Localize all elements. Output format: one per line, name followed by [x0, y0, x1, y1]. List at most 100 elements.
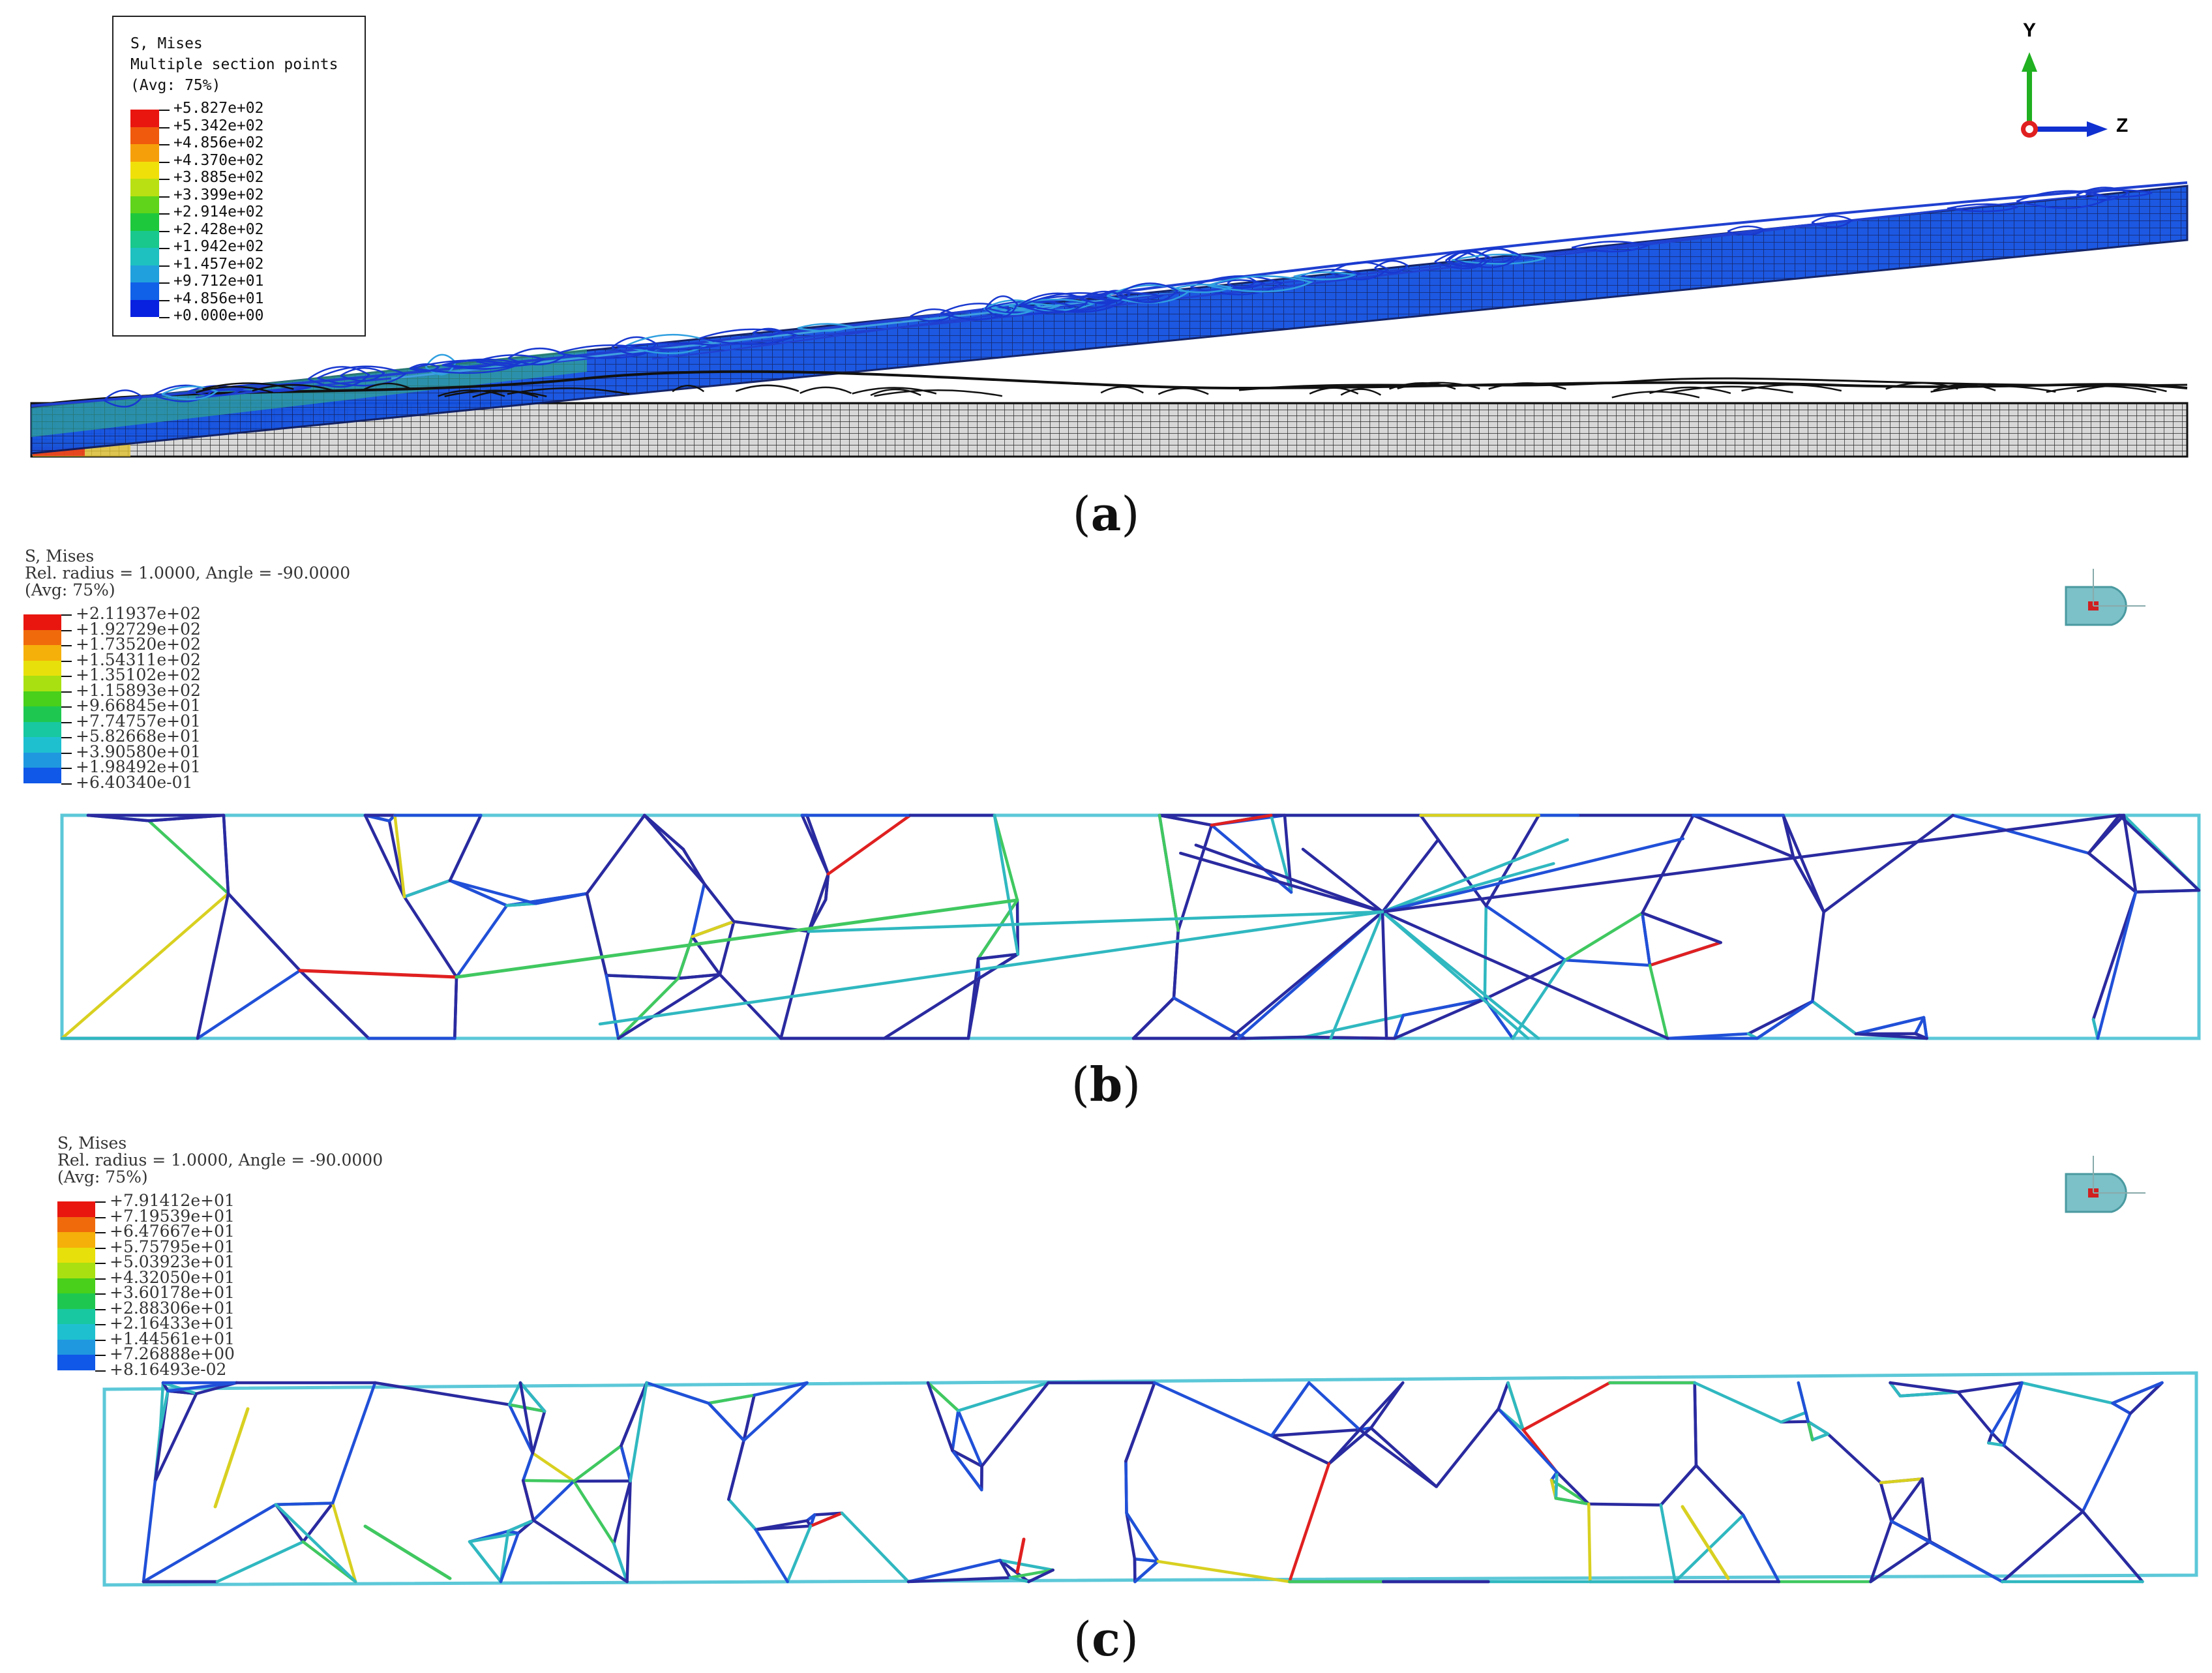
crack-segment — [507, 1403, 535, 1455]
legend-swatch — [57, 1278, 95, 1293]
contact-outline — [910, 308, 955, 322]
contact-outline — [699, 328, 800, 345]
crack-segment — [1008, 1576, 1030, 1584]
crack-segment — [1648, 963, 1669, 1040]
crack-segment — [1890, 1520, 2004, 1584]
legend-tick — [159, 299, 170, 301]
crack-segment — [980, 1381, 1050, 1468]
crack-segment — [507, 1381, 522, 1406]
crack-segment — [742, 1393, 756, 1442]
crack-segment — [1879, 1477, 1924, 1485]
panel-c: S, Mises Rel. radius = 1.0000, Angle = -… — [0, 1122, 2212, 1673]
crack-segment — [455, 898, 1019, 979]
crack-segment — [807, 897, 828, 933]
contact-outline — [1885, 382, 1958, 390]
crack-segment — [1641, 813, 1695, 915]
crack-segment — [1693, 1381, 1783, 1424]
legend-swatch — [130, 248, 159, 265]
contact-outline — [1727, 225, 1767, 235]
contact-outline — [1649, 386, 1731, 395]
crack-segment — [598, 910, 1384, 1026]
crack-segment — [1587, 1502, 1592, 1584]
crack-segment — [809, 1513, 816, 1528]
legend-swatch — [130, 179, 159, 196]
legend-value: +7.19539e+01 — [110, 1206, 235, 1226]
contact-outline — [202, 382, 294, 390]
contact-outline — [438, 389, 505, 397]
legend-value: +2.914e+02 — [173, 203, 264, 221]
fem-model-a — [30, 181, 2189, 458]
legend-tick — [61, 676, 72, 677]
legend-avg: (Avg: 75%) — [25, 580, 115, 599]
crack-segment — [226, 892, 302, 972]
legend-tick — [95, 1247, 106, 1249]
crack-segment — [643, 813, 706, 886]
crack-segment — [617, 976, 680, 1040]
crack-segment — [1806, 1420, 1830, 1436]
legend-value: +1.73520e+02 — [76, 635, 201, 654]
crack-segment — [402, 895, 458, 979]
contact-outline — [558, 344, 656, 359]
crack-segment — [926, 1381, 960, 1413]
axis-triad-icon — [2021, 52, 2108, 138]
contact-outline — [1190, 275, 1284, 295]
crack-segment — [1270, 1428, 1362, 1438]
crack-segment — [2091, 890, 2138, 1021]
legend-swatch — [23, 752, 61, 768]
crack-segment — [1381, 838, 1569, 914]
legend-tick — [61, 706, 72, 708]
crack-segment — [753, 1381, 809, 1397]
crack-segment — [1302, 1035, 1396, 1040]
legend-tick — [95, 1339, 106, 1341]
crack-segment — [1898, 1391, 1960, 1398]
contact-outline — [1811, 215, 1853, 228]
crack-segment — [531, 1409, 546, 1455]
crack-segment — [1797, 1381, 1810, 1423]
contact-outline — [672, 385, 705, 393]
crack-segment — [1329, 910, 1384, 1040]
crack-segment — [645, 1381, 710, 1405]
legend-value: +8.16493e-02 — [110, 1359, 227, 1379]
crack-segment — [1381, 837, 1685, 914]
crack-segment — [1381, 813, 2121, 914]
crack-segment — [1987, 1441, 2005, 1447]
legend-swatch — [57, 1247, 95, 1263]
contact-outline — [617, 342, 719, 350]
crack-segment — [1015, 1537, 1026, 1574]
crack-segment — [468, 1531, 520, 1543]
crack-segment — [742, 1381, 809, 1442]
crack-segment — [1158, 813, 1180, 932]
axis-z-label: Z — [2116, 115, 2129, 136]
legend-swatch — [57, 1201, 95, 1217]
crack-segment — [1956, 1391, 1994, 1435]
legend-tick — [95, 1293, 106, 1295]
contact-outline — [441, 358, 522, 370]
legend-subtitle: Rel. radius = 1.0000, Angle = -90.0000 — [25, 564, 351, 582]
crack-segment — [629, 1381, 648, 1483]
crack-segment — [2001, 1510, 2085, 1584]
crack-segment — [779, 929, 811, 1040]
legend-tick — [61, 737, 72, 738]
crack-segment — [1381, 910, 1669, 1040]
legend-swatch — [57, 1355, 95, 1370]
crack-segment — [1779, 1420, 1810, 1424]
crack-segment — [298, 969, 370, 1040]
legend-swatch — [23, 676, 61, 691]
crack-segment — [147, 819, 230, 896]
contact-outline — [1397, 382, 1480, 389]
legend-tick — [95, 1308, 106, 1310]
crack-segment — [505, 902, 537, 907]
crack-segment — [521, 1479, 535, 1522]
crack-segment — [1358, 1428, 1438, 1488]
crack-segment — [468, 1540, 503, 1584]
crack-segment — [2111, 1381, 2164, 1405]
crack-segment — [1158, 813, 1214, 827]
crack-segment — [727, 1498, 758, 1531]
contact-outline — [984, 295, 1019, 318]
legend-swatch — [23, 737, 61, 753]
legend-tick — [159, 196, 170, 198]
contact-outline — [507, 387, 630, 395]
legend-tick — [159, 282, 170, 284]
legend-value: +6.40340e-01 — [76, 772, 193, 792]
legend-value: +7.26888e+00 — [110, 1344, 235, 1364]
